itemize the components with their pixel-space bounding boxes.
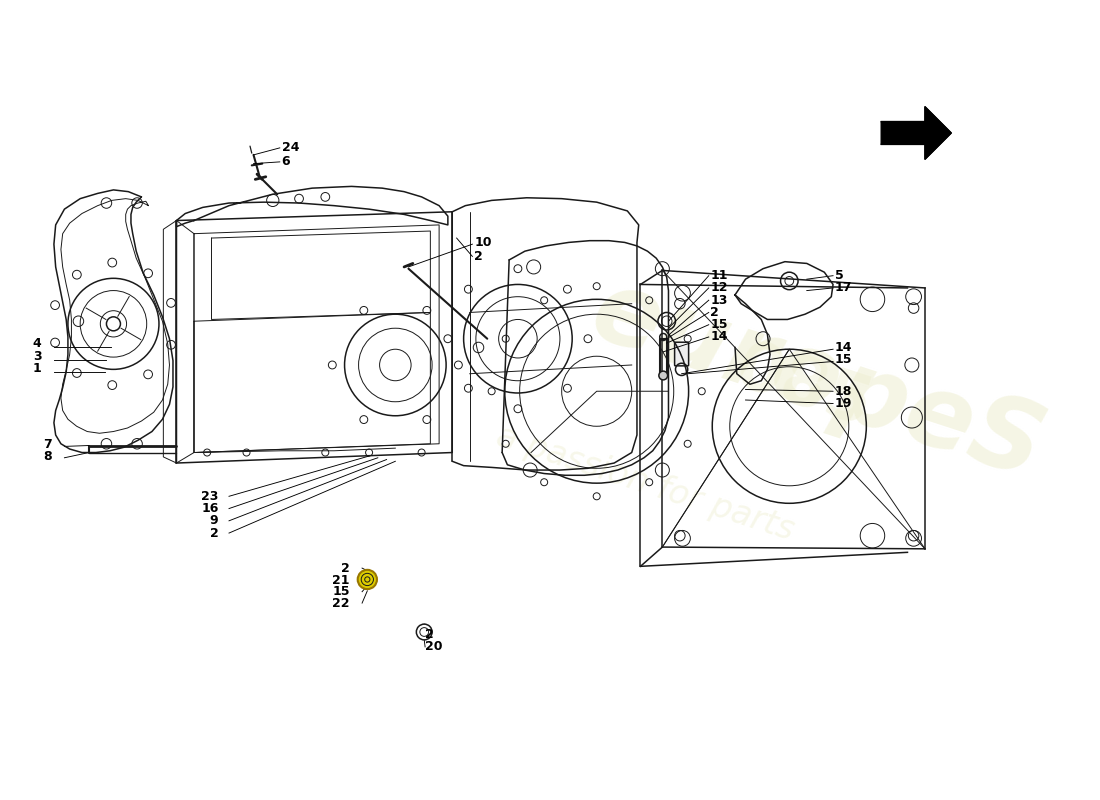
Text: europeS: europeS bbox=[580, 262, 1055, 500]
Text: 11: 11 bbox=[711, 269, 728, 282]
Text: 4: 4 bbox=[33, 338, 42, 350]
Text: 8: 8 bbox=[44, 450, 52, 462]
Circle shape bbox=[358, 570, 377, 589]
Text: 5: 5 bbox=[835, 269, 844, 282]
Text: 14: 14 bbox=[835, 341, 852, 354]
Text: 3: 3 bbox=[33, 350, 42, 362]
Text: 15: 15 bbox=[711, 318, 728, 331]
Text: 15: 15 bbox=[332, 586, 350, 598]
Text: 7: 7 bbox=[43, 438, 52, 451]
Polygon shape bbox=[881, 106, 952, 159]
Text: 20: 20 bbox=[425, 640, 442, 654]
Text: 2: 2 bbox=[210, 526, 219, 539]
Text: 19: 19 bbox=[835, 397, 852, 410]
Circle shape bbox=[659, 371, 668, 380]
Text: 23: 23 bbox=[201, 490, 219, 502]
Text: 22: 22 bbox=[332, 597, 350, 610]
Text: 12: 12 bbox=[711, 282, 728, 294]
Text: 1: 1 bbox=[33, 362, 42, 375]
Text: 085: 085 bbox=[728, 334, 881, 440]
Text: 2: 2 bbox=[474, 250, 483, 263]
Text: a passion for parts: a passion for parts bbox=[492, 419, 798, 547]
Text: 9: 9 bbox=[210, 514, 219, 527]
Text: 18: 18 bbox=[835, 385, 852, 398]
FancyBboxPatch shape bbox=[674, 342, 689, 366]
Circle shape bbox=[416, 624, 432, 640]
Text: 21: 21 bbox=[332, 574, 350, 587]
Text: 24: 24 bbox=[282, 142, 299, 154]
Text: 15: 15 bbox=[835, 354, 852, 366]
Text: 2: 2 bbox=[425, 628, 433, 641]
Text: 13: 13 bbox=[711, 294, 728, 306]
Text: 10: 10 bbox=[474, 236, 492, 249]
Text: 16: 16 bbox=[201, 502, 219, 515]
Text: 2: 2 bbox=[341, 562, 350, 574]
Text: 6: 6 bbox=[282, 155, 290, 168]
Text: 17: 17 bbox=[835, 282, 852, 294]
Text: 14: 14 bbox=[711, 330, 728, 343]
Text: 2: 2 bbox=[711, 306, 719, 319]
